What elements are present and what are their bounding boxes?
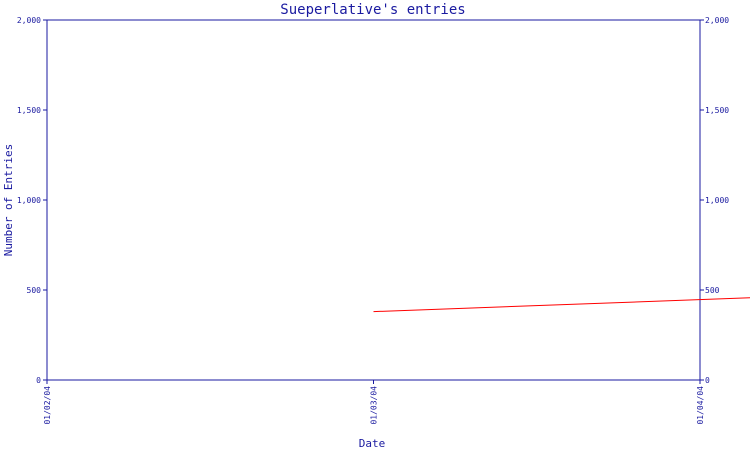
chart-title: Sueperlative's entries (280, 2, 465, 18)
plot-frame (46, 19, 701, 381)
y-tick-label-right: 0 (705, 376, 710, 385)
x-axis-label: Date (359, 437, 386, 450)
y-tick-label-left: 500 (27, 286, 42, 295)
x-tick-label: 01/03/04 (370, 386, 379, 425)
y-tick-label-right: 500 (705, 286, 720, 295)
series-line (373, 297, 750, 313)
y-tick-label-right: 2,000 (705, 16, 729, 25)
y-tick-label-right: 1,000 (705, 196, 729, 205)
y-axis-left: 0 500 1,000 1,500 2,000 (17, 16, 47, 385)
y-tick-label-left: 1,500 (17, 106, 41, 115)
x-tick-label: 01/04/04 (696, 386, 705, 425)
y-axis-right: 0 500 1,000 1,500 2,000 (700, 16, 729, 385)
y-tick-label-left: 2,000 (17, 16, 41, 25)
y-tick-label-right: 1,500 (705, 106, 729, 115)
y-tick-label-left: 0 (36, 376, 41, 385)
y-tick-label-left: 1,000 (17, 196, 41, 205)
series-group (373, 297, 750, 313)
x-tick-label: 01/02/04 (43, 386, 52, 425)
y-axis-label: Number of Entries (2, 144, 15, 257)
x-axis: 01/02/04 01/03/04 01/04/04 (43, 380, 705, 425)
